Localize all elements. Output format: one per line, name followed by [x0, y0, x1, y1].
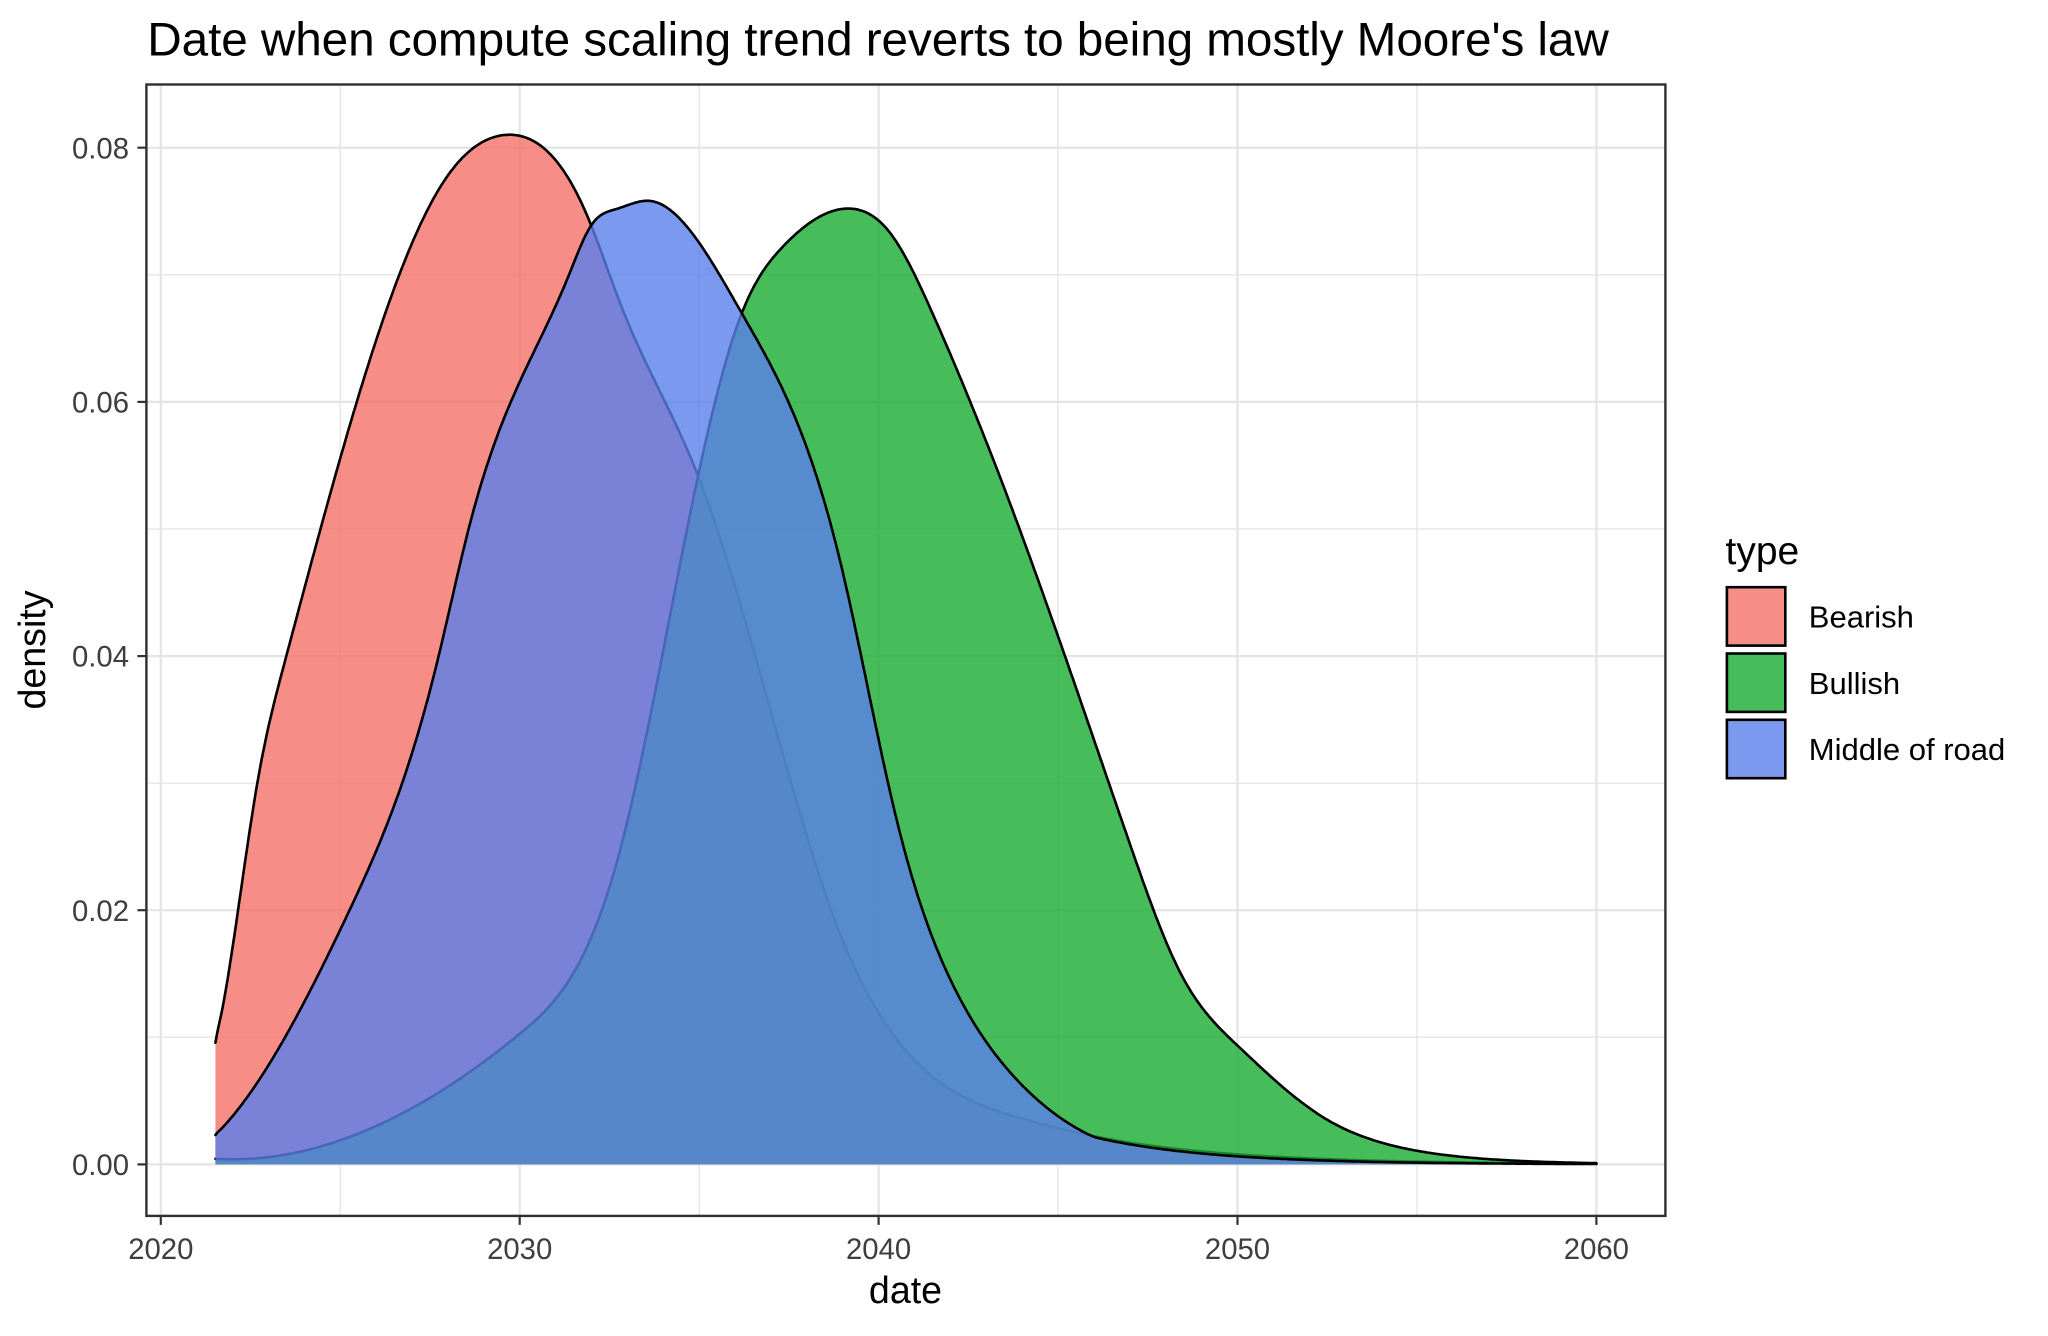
svg-text:0.02: 0.02 — [72, 895, 129, 928]
svg-text:density: density — [11, 590, 53, 709]
svg-text:0.08: 0.08 — [72, 132, 129, 165]
svg-text:0.06: 0.06 — [72, 387, 129, 420]
svg-text:2050: 2050 — [1205, 1233, 1270, 1266]
svg-text:0.00: 0.00 — [72, 1149, 129, 1182]
svg-text:type: type — [1726, 530, 1800, 573]
svg-text:2020: 2020 — [128, 1233, 193, 1266]
svg-text:date: date — [869, 1269, 942, 1311]
svg-text:2060: 2060 — [1564, 1233, 1629, 1266]
svg-text:2030: 2030 — [487, 1233, 552, 1266]
svg-text:Middle of road: Middle of road — [1809, 732, 2005, 767]
svg-text:0.04: 0.04 — [72, 641, 129, 674]
svg-text:Bearish: Bearish — [1809, 600, 1914, 635]
svg-text:2040: 2040 — [846, 1233, 911, 1266]
svg-text:Bullish: Bullish — [1809, 666, 1900, 701]
svg-text:Date when compute scaling tren: Date when compute scaling trend reverts … — [147, 14, 1609, 67]
